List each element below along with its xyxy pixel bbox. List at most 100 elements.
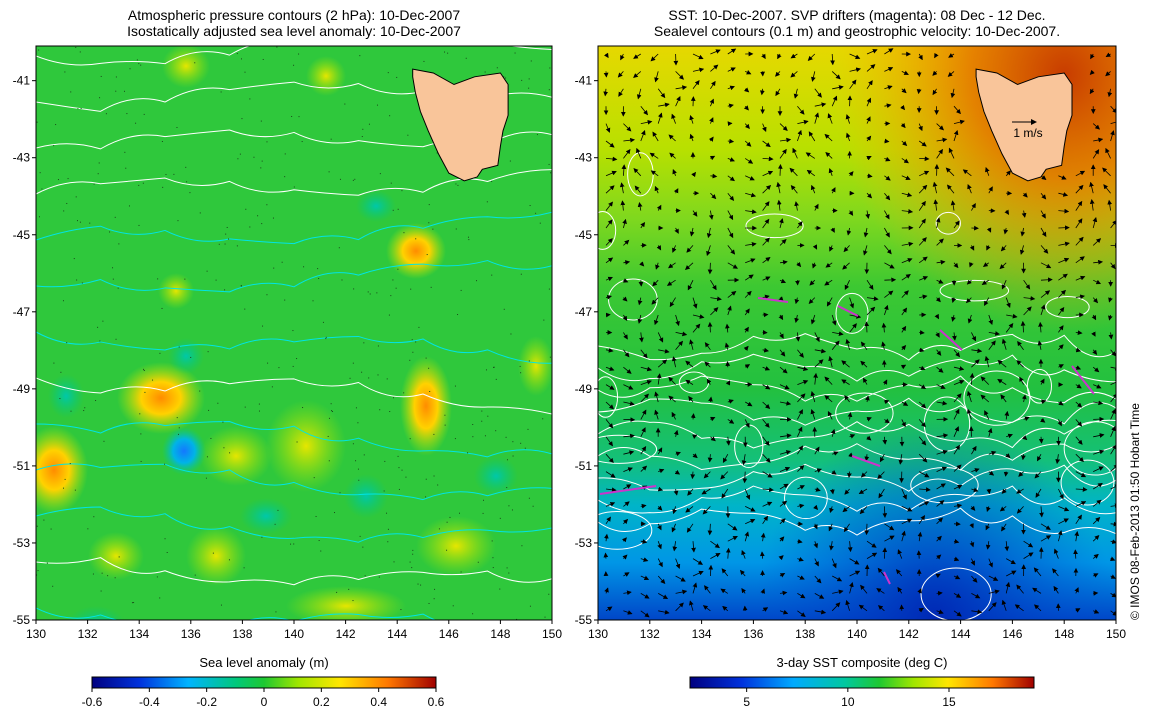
velocity-arrow (829, 506, 834, 514)
velocity-arrow (654, 185, 660, 194)
velocity-arrow (987, 427, 993, 437)
velocity-arrow (796, 261, 802, 268)
velocity-arrow (605, 502, 616, 507)
velocity-arrow (849, 79, 857, 90)
velocity-arrow (779, 536, 785, 542)
stipple-dot (67, 178, 69, 180)
sealevel-eddy-contour (935, 211, 961, 235)
velocity-arrow (657, 112, 663, 124)
velocity-arrow (1089, 69, 1095, 75)
velocity-arrow (849, 67, 861, 73)
stipple-dot (510, 333, 512, 335)
stipple-dot (261, 536, 263, 538)
stipple-dot (428, 204, 430, 206)
velocity-arrow (831, 71, 841, 80)
velocity-arrow (1018, 471, 1024, 477)
velocity-arrow (692, 80, 700, 90)
velocity-arrow (1093, 137, 1104, 143)
velocity-arrow (797, 593, 806, 599)
stipple-dot (162, 186, 164, 188)
velocity-arrow (760, 532, 766, 542)
stipple-dot (444, 51, 446, 53)
velocity-arrow (633, 53, 642, 59)
velocity-arrow (1075, 487, 1088, 492)
stipple-dot (449, 516, 451, 518)
velocity-arrow (671, 113, 676, 124)
stipple-dot (511, 509, 513, 511)
lat-tick-label: -53 (13, 536, 31, 550)
pressure-contour (36, 260, 552, 293)
velocity-arrow (657, 575, 666, 584)
sealevel-contour (598, 443, 1116, 471)
velocity-arrow (1034, 604, 1042, 612)
stipple-dot (39, 172, 41, 174)
stipple-dot (37, 570, 39, 572)
velocity-arrow (830, 53, 835, 66)
stipple-dot (36, 574, 38, 576)
stipple-dot (296, 358, 298, 360)
velocity-arrow (825, 151, 833, 159)
stipple-dot (549, 356, 551, 358)
velocity-arrow (779, 500, 788, 507)
velocity-arrow (828, 523, 833, 532)
stipple-dot (303, 266, 305, 268)
velocity-arrow (605, 347, 614, 353)
stipple-dot (543, 319, 545, 321)
velocity-arrow (657, 88, 666, 99)
velocity-arrow (779, 518, 786, 525)
velocity-arrow (725, 323, 730, 333)
velocity-arrow (689, 115, 694, 124)
velocity-arrow (710, 307, 719, 316)
stipple-dot (328, 171, 330, 173)
stipple-dot (516, 618, 518, 620)
stipple-dot (529, 605, 531, 607)
velocity-arrow (721, 488, 729, 499)
anomaly-feature (162, 46, 210, 88)
velocity-arrow (935, 297, 941, 303)
velocity-arrow (1058, 175, 1067, 180)
velocity-arrow (761, 53, 766, 60)
stipple-dot (224, 243, 226, 245)
velocity-arrow (918, 123, 923, 132)
stipple-dot (432, 228, 434, 230)
stipple-dot (315, 515, 317, 517)
velocity-arrow (813, 504, 819, 510)
stipple-dot (228, 559, 230, 561)
stipple-dot (378, 576, 380, 578)
velocity-arrow (1005, 297, 1011, 308)
velocity-arrow (1040, 210, 1046, 219)
velocity-arrow (725, 380, 731, 386)
velocity-arrow (841, 360, 850, 368)
velocity-arrow (1093, 384, 1102, 389)
stipple-dot (262, 325, 264, 327)
velocity-arrow (623, 366, 632, 374)
stipple-dot (87, 528, 89, 530)
velocity-arrow (901, 274, 911, 281)
velocity-arrow (701, 488, 711, 495)
velocity-arrow (1110, 119, 1116, 125)
velocity-arrow (657, 558, 663, 568)
velocity-arrow (971, 359, 980, 368)
velocity-arrow (936, 137, 948, 143)
velocity-arrow (1016, 360, 1024, 368)
right-title-line1: SST: 10-Dec-2007. SVP drifters (magenta)… (668, 7, 1046, 23)
velocity-arrow (605, 201, 613, 211)
velocity-arrow (1089, 181, 1094, 194)
stipple-dot (69, 463, 71, 465)
stipple-dot (237, 158, 239, 160)
velocity-arrow (745, 258, 756, 264)
velocity-arrow (790, 184, 798, 194)
stipple-dot (50, 528, 52, 530)
velocity-arrow (692, 453, 698, 459)
velocity-arrow (935, 332, 940, 338)
stipple-dot (291, 115, 293, 117)
velocity-arrow (637, 314, 643, 324)
velocity-arrow (1001, 523, 1007, 532)
stipple-dot (206, 270, 208, 272)
velocity-arrow (1093, 573, 1099, 578)
stipple-dot (417, 583, 419, 585)
velocity-arrow (1075, 347, 1082, 353)
tasmania-land (975, 68, 1073, 182)
velocity-arrow (1075, 471, 1087, 478)
stipple-dot (79, 51, 81, 53)
